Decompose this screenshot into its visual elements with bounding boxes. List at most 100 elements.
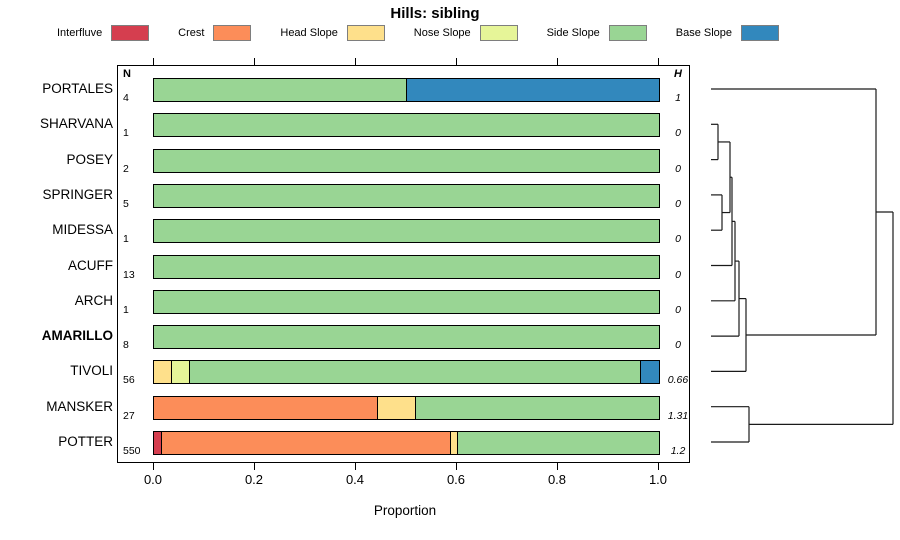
h-value: 0.66 [667, 374, 689, 387]
h-value: 0 [675, 339, 681, 352]
n-value: 2 [123, 162, 129, 175]
stacked-bar [153, 325, 660, 350]
row-label: TIVOLI [70, 363, 113, 379]
legend-item: Head Slope [280, 25, 385, 41]
legend-label: Interfluve [57, 27, 103, 39]
row-label: MIDESSA [52, 222, 113, 238]
row-label: POSEY [66, 151, 113, 167]
n-value: 5 [123, 197, 129, 210]
x-tick-label: 1.0 [648, 472, 668, 487]
row-label: AMARILLO [41, 328, 113, 344]
bar-segment-side-slope [190, 361, 642, 384]
legend: Interfluve Crest Head Slope Nose Slope Side … [57, 25, 779, 41]
x-tick-top [456, 58, 458, 65]
stacked-bar [153, 148, 660, 173]
legend-item: Crest [178, 25, 252, 41]
row-label: MANSKER [46, 398, 113, 414]
x-tick-label: 0.6 [446, 472, 466, 487]
stacked-bar [153, 78, 660, 102]
n-value: 56 [123, 374, 135, 387]
stacked-bar [153, 113, 660, 138]
bar-segment-side-slope [154, 114, 659, 137]
chart-title: Hills: sibling [390, 5, 480, 22]
bar-segment-nose-slope [172, 361, 191, 384]
bar-segment-base-slope [406, 79, 659, 101]
h-value: 0 [675, 268, 681, 281]
x-tick-bottom [658, 463, 660, 470]
bar-segment-side-slope [154, 290, 659, 313]
plot-panel-border [117, 65, 690, 463]
bar-segment-side-slope [154, 79, 407, 101]
x-tick-label: 0.0 [143, 472, 163, 487]
n-value: 27 [123, 409, 135, 422]
x-tick-top [557, 58, 559, 65]
bar-segment-head-slope [450, 432, 458, 454]
legend-swatch [608, 25, 647, 41]
x-tick-label: 0.4 [345, 472, 365, 487]
h-value: 1.2 [670, 445, 686, 457]
legend-swatch [741, 25, 779, 41]
legend-label: Base Slope [675, 27, 732, 39]
row-label: ARCH [74, 292, 113, 308]
bar-segment-side-slope [416, 396, 659, 419]
bar-segment-head-slope [378, 396, 417, 419]
x-tick-bottom [456, 463, 458, 470]
bar-segment-side-slope [154, 220, 659, 243]
stacked-bar [153, 289, 660, 314]
legend-label: Nose Slope [413, 27, 471, 39]
row-label: SPRINGER [42, 186, 113, 202]
row-label: ACUFF [68, 257, 113, 273]
n-value: 1 [123, 233, 129, 246]
row-label: POTTER [58, 434, 113, 449]
h-value: 1 [675, 92, 681, 104]
h-value: 0 [675, 233, 681, 246]
stacked-bar [153, 360, 660, 385]
n-value: 1 [123, 127, 129, 140]
x-tick-bottom [355, 463, 357, 470]
legend-swatch [213, 25, 252, 41]
x-tick-top [658, 58, 660, 65]
legend-swatch [346, 25, 385, 41]
bar-segment-base-slope [641, 361, 659, 384]
x-tick-bottom [153, 463, 155, 470]
x-axis-title: Proportion [373, 503, 437, 518]
n-value: 8 [123, 339, 129, 352]
x-tick-label: 0.2 [244, 472, 264, 487]
legend-item: Side Slope [547, 25, 647, 41]
legend-swatch [479, 25, 518, 41]
h-value: 0 [675, 303, 681, 316]
x-tick-label: 0.8 [547, 472, 567, 487]
bar-segment-interfluve [154, 432, 162, 454]
bar-segment-crest [154, 396, 379, 419]
h-value: 0 [675, 127, 681, 140]
bar-segment-side-slope [154, 326, 659, 349]
row-label: SHARVANA [39, 116, 113, 132]
legend-item: Interfluve [57, 25, 150, 41]
h-column-header: H [674, 68, 682, 80]
h-value: 0 [675, 197, 681, 210]
n-value: 4 [123, 92, 129, 104]
x-tick-bottom [557, 463, 559, 470]
n-value: 13 [123, 268, 135, 281]
legend-label: Head Slope [280, 27, 338, 39]
h-value: 1.31 [667, 409, 689, 422]
bar-segment-head-slope [154, 361, 173, 384]
stacked-bar [153, 183, 660, 208]
n-value: 1 [123, 303, 129, 316]
row-label: PORTALES [42, 81, 113, 96]
bar-segment-side-slope [457, 432, 659, 454]
n-column-header: N [123, 68, 131, 80]
legend-item: Base Slope [676, 25, 779, 41]
bar-segment-side-slope [154, 184, 659, 207]
stacked-bar [153, 254, 660, 279]
h-value: 0 [675, 162, 681, 175]
x-tick-top [153, 58, 155, 65]
legend-label: Side Slope [546, 27, 600, 39]
stacked-bar [153, 395, 660, 420]
x-tick-top [355, 58, 357, 65]
legend-item: Nose Slope [414, 25, 518, 41]
x-tick-bottom [254, 463, 256, 470]
stacked-bar [153, 219, 660, 244]
